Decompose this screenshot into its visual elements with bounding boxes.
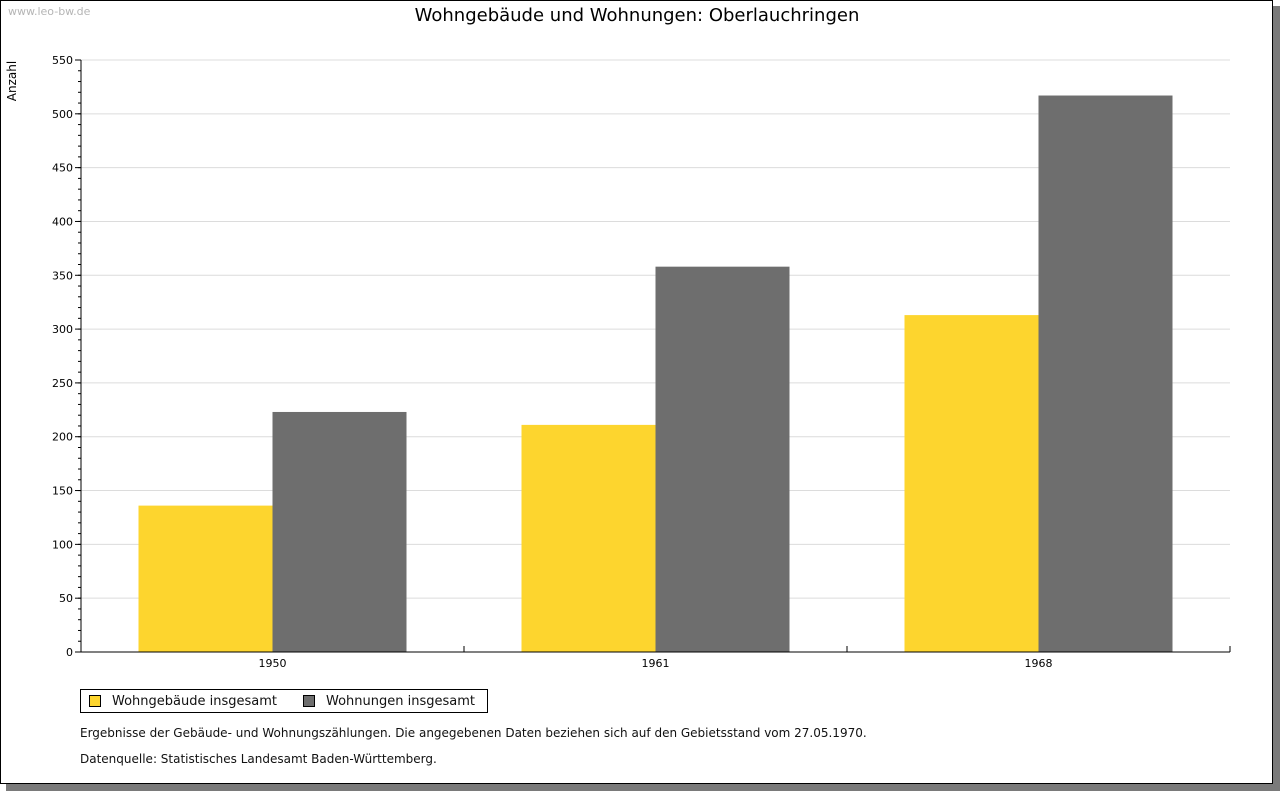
y-tick-label: 500 [52,108,73,121]
y-tick-label: 300 [52,323,73,336]
footnote-description: Ergebnisse der Gebäude- und Wohnungszähl… [80,726,867,740]
legend: Wohngebäude insgesamt Wohnungen insgesam… [80,689,488,713]
legend-item-wohngebaeude: Wohngebäude insgesamt [89,694,277,709]
y-ticks: 0 50 100 150 200 250 300 350 400 450 500 550 [52,54,81,659]
legend-swatch [303,695,315,707]
watermark: www.leo-bw.de [8,5,91,18]
x-tick-label: 1968 [1025,657,1053,670]
bar-chart: Wohngebäude und Wohnungen: Oberlauchring… [5,5,1231,670]
y-tick-label: 450 [52,162,73,175]
bar-1950-0 [138,505,273,652]
bar-1968-0 [904,315,1039,652]
bars [138,95,1173,652]
y-tick-label: 550 [52,54,73,67]
y-tick-label: 400 [52,215,73,228]
y-tick-label: 200 [52,431,73,444]
x-ticks: 1950 1961 1968 [80,646,1231,670]
legend-swatch [89,695,101,707]
bar-1950-1 [272,411,407,652]
frame-shadow-bottom [6,784,1280,791]
y-tick-label: 100 [52,538,73,551]
y-tick-label: 150 [52,485,73,498]
y-axis-label: Anzahl [5,61,19,101]
x-tick-label: 1961 [642,657,670,670]
bar-1961-1 [655,266,790,652]
frame-shadow-right [1273,6,1280,791]
legend-item-wohnungen: Wohnungen insgesamt [303,694,475,709]
y-tick-label: 0 [66,646,73,659]
chart-title: Wohngebäude und Wohnungen: Oberlauchring… [415,5,860,26]
y-tick-label: 250 [52,377,73,390]
x-tick-label: 1950 [259,657,287,670]
bar-1968-1 [1038,95,1173,652]
axes [80,60,1230,653]
legend-label: Wohngebäude insgesamt [112,693,277,709]
y-tick-label: 50 [59,592,73,605]
legend-label: Wohnungen insgesamt [326,693,475,709]
y-tick-label: 350 [52,269,73,282]
bar-1961-0 [521,424,656,652]
footnote-source: Datenquelle: Statistisches Landesamt Bad… [80,752,437,766]
